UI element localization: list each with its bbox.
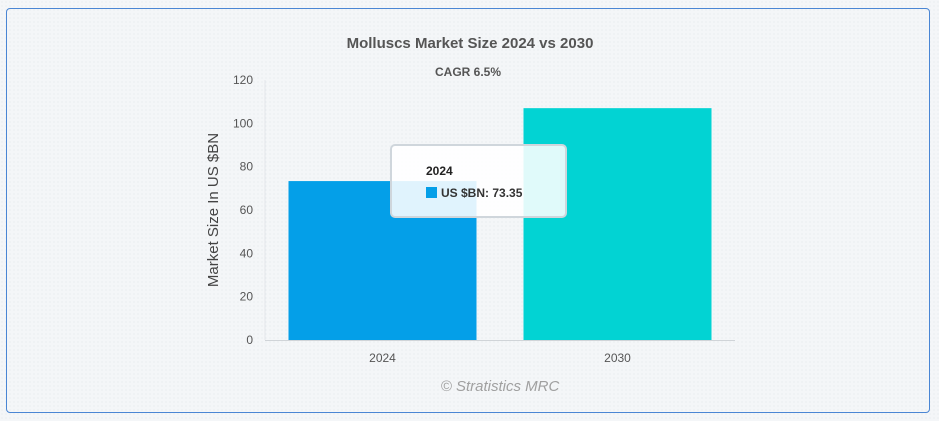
y-tick-label: 0 — [246, 333, 253, 347]
tooltip-swatch — [426, 187, 437, 198]
chart-subtitle: CAGR 6.5% — [435, 65, 501, 79]
chart-frame — [6, 8, 930, 413]
tooltip: 2024 US $BN: 73.35 — [390, 144, 567, 218]
credit-text: © Stratistics MRC — [441, 378, 560, 395]
tooltip-value: US $BN: 73.35 — [441, 186, 523, 200]
x-tick-label: 2030 — [604, 351, 631, 365]
y-tick-label: 60 — [240, 203, 254, 217]
y-tick-label: 80 — [240, 160, 254, 174]
y-axis: 0 20 40 60 80 100 120 — [233, 73, 253, 347]
tooltip-title: 2024 — [426, 164, 453, 178]
x-tick-label: 2024 — [369, 351, 396, 365]
bars — [288, 108, 712, 341]
y-axis-label: Market Size In US $BN — [205, 133, 222, 287]
tooltip-box — [390, 144, 567, 218]
chart-title: Molluscs Market Size 2024 vs 2030 — [347, 35, 594, 52]
y-tick-label: 40 — [240, 246, 254, 260]
x-axis: 2024 2030 — [369, 351, 631, 365]
y-tick-label: 120 — [233, 73, 253, 87]
y-tick-label: 100 — [233, 116, 253, 130]
bar-2030[interactable] — [523, 108, 712, 341]
y-tick-label: 20 — [240, 290, 254, 304]
